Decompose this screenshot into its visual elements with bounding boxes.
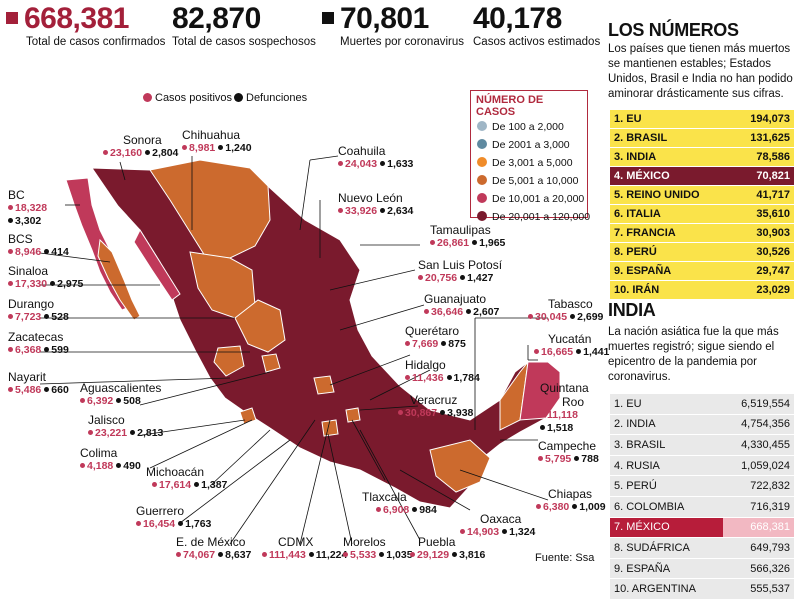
table-row-highlight: 4. MÉXICO 70,821 (610, 166, 794, 186)
stat-deaths: 70,801 Muertes por coronavirus (322, 2, 464, 48)
dot-icon (477, 121, 487, 131)
label-edomex: E. de México 74,067 8,637 (176, 535, 252, 561)
label-yucatan: Yucatán 16,665 1,441 (541, 332, 609, 359)
legend-range: De 10,001 a 20,000 (471, 192, 587, 210)
state-zacatecas-shape (234, 299, 286, 353)
label-campeche: Campeche 5,795 788 (538, 439, 599, 465)
label-jalisco: Jalisco 23,221 2,813 (88, 413, 164, 439)
legend-deaths: Defunciones (234, 92, 307, 104)
dot-icon (477, 193, 487, 203)
label-tabasco: Tabasco 30,045 2,699 (535, 297, 603, 324)
table-row: 1. EU 194,073 (610, 110, 794, 129)
leader-lines (39, 155, 549, 545)
label-coahuila: Coahuila 24,043 1,633 (338, 144, 414, 170)
table-row: 4. RUSIA 1,059,024 (610, 455, 794, 477)
label-durango: Durango 7,723 528 (8, 297, 69, 323)
table-row: 5. REINO UNIDO 41,717 (610, 185, 794, 205)
numeros-title: LOS NÚMEROS (608, 20, 739, 40)
square-marker-icon (6, 12, 18, 24)
state-queretaro-shape (313, 375, 335, 395)
label-oaxaca: Oaxaca 14,903 1,324 (467, 512, 535, 539)
table-row: 10. ARGENTINA 555,537 (610, 578, 794, 600)
table-row: 3. BRASIL 4,330,455 (610, 434, 794, 456)
label-aguascalientes: Aguascalientes 6,392 508 (80, 381, 162, 407)
label-nayarit: Nayarit 5,486 660 (8, 370, 69, 396)
table-row-highlight: 7. MÉXICO 668,381 (610, 517, 794, 539)
label-sinaloa: Sinaloa 17,330 2,975 (8, 264, 84, 290)
label-michoacan: Michoacán 17,614 1,387 (146, 465, 228, 491)
india-text: La nación asiática fue la que más muerte… (608, 326, 779, 383)
label-puebla: Puebla 29,129 3,816 (417, 535, 485, 562)
table-row: 5. PERÚ 722,832 (610, 475, 794, 497)
numeros-text: Los países que tienen más muertos se man… (608, 43, 793, 100)
dot-icon (477, 139, 487, 149)
table-row: 9. ESPAÑA 566,326 (610, 558, 794, 580)
stat-confirmed: 668,381 Total de casos confirmados (6, 2, 165, 48)
label-chiapas: Chiapas 6,380 1,009 (543, 487, 606, 514)
legend-range: De 100 a 2,000 (471, 120, 587, 138)
mexico-map (39, 155, 561, 545)
label-san-luis-potosi: San Luis Potosí 20,756 1,427 (418, 258, 503, 284)
dot-icon (143, 93, 152, 102)
label-tlaxcala: Tlaxcala 6,908 984 (362, 490, 437, 516)
deaths-ranking-table: 1. EU 194,073 2. BRASIL 131,625 3. INDIA 78… (610, 110, 794, 300)
legend-range: De 2001 a 3,000 (471, 138, 587, 156)
table-row: 2. BRASIL 131,625 (610, 128, 794, 148)
legend-range: De 3,001 a 5,000 (471, 156, 587, 174)
state-morelos-shape (321, 419, 339, 437)
table-row: 7. FRANCIA 30,903 (610, 223, 794, 243)
label-tamaulipas: Tamaulipas 26,861 1,965 (430, 223, 506, 249)
india-title: INDIA (608, 300, 656, 320)
label-zacatecas: Zacatecas 6,368 599 (8, 330, 69, 356)
table-row: 6. COLOMBIA 716,319 (610, 496, 794, 518)
legend-range: De 20,001 a 120,000 (471, 210, 590, 228)
state-nayarit-shape (213, 345, 245, 377)
label-sonora: Sonora 23,160 2,804 (110, 133, 178, 160)
dot-icon (234, 93, 243, 102)
label-quintana-roo: Quintana Roo 11,118 1,518 (540, 381, 589, 434)
label-bc: BC 18,328 3,302 (8, 188, 48, 227)
cases-ranking-table: 1. EU 6,519,554 2. INDIA 4,754,356 3. BRAS… (610, 394, 794, 600)
state-sinaloa-shape (133, 228, 181, 301)
label-chihuahua: Chihuahua 8,981 1,240 (182, 128, 252, 154)
source-note: Fuente: Ssa (535, 552, 595, 564)
state-quintana-roo-shape (519, 361, 561, 421)
table-row: 9. ESPAÑA 29,747 (610, 261, 794, 281)
square-marker-icon (322, 12, 334, 24)
label-nuevo-leon: Nuevo León 33,926 2,634 (338, 191, 414, 217)
state-aguascalientes-shape (261, 353, 281, 373)
stat-suspected: 82,870 Total de casos sospechosos (172, 2, 316, 48)
label-hidalgo: Hidalgo 11,436 1,784 (405, 358, 480, 384)
label-cdmx: CDMX 111,443 11,224 (269, 535, 347, 562)
table-row: 8. PERÚ 30,526 (610, 242, 794, 262)
label-bcs: BCS 8,946 414 (8, 232, 69, 258)
state-chihuahua-shape (149, 159, 271, 259)
label-colima: Colima 4,188 490 (80, 446, 141, 472)
table-row: 6. ITALIA 35,610 (610, 204, 794, 224)
dot-icon (477, 211, 487, 221)
table-row: 1. EU 6,519,554 (610, 394, 794, 415)
table-row: 3. INDIA 78,586 (610, 147, 794, 167)
label-guerrero: Guerrero 16,454 1,763 (136, 504, 212, 530)
table-row: 10. IRÁN 23,029 (610, 280, 794, 300)
state-tlaxcala-shape (345, 407, 361, 423)
label-veracruz: Veracruz 30,867 3,938 (405, 393, 473, 420)
state-chiapas-shape (429, 439, 491, 493)
label-queretaro: Querétaro 7,669 875 (405, 324, 466, 350)
dot-icon (477, 157, 487, 167)
label-morelos: Morelos 5,533 1,035 (343, 535, 413, 561)
legend-positive: Casos positivos (143, 92, 232, 104)
dot-icon (477, 175, 487, 185)
label-guanajuato: Guanajuato 36,646 2,607 (424, 292, 500, 318)
legend-range: De 5,001 a 10,000 (471, 174, 587, 192)
stat-active: 40,178 Casos activos estimados (473, 2, 601, 48)
mainland-shape (91, 159, 561, 509)
cases-legend: NÚMERO DE CASOS De 100 a 2,000 De 2001 a… (470, 90, 590, 223)
table-row: 2. INDIA 4,754,356 (610, 414, 794, 436)
table-row: 8. SUDÁFRICA 649,793 (610, 537, 794, 559)
